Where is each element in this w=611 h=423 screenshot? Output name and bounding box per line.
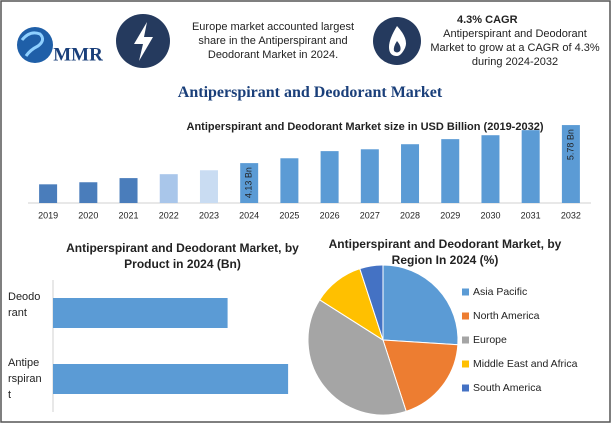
bar bbox=[53, 364, 289, 394]
bar bbox=[481, 135, 500, 203]
bar bbox=[119, 178, 138, 203]
x-tick-label: 2027 bbox=[360, 210, 380, 220]
y-tick-label: Antiperspirant bbox=[8, 357, 42, 401]
x-tick-label: 2020 bbox=[78, 210, 98, 220]
bar bbox=[320, 151, 339, 203]
x-tick-label: 2026 bbox=[320, 210, 340, 220]
x-tick-label: 2019 bbox=[38, 210, 58, 220]
x-tick-label: 2029 bbox=[440, 210, 460, 220]
bar bbox=[561, 125, 580, 203]
legend-label: South America bbox=[473, 382, 541, 394]
legend-label: Middle East and Africa bbox=[473, 358, 578, 370]
chart-title: Antiperspirant and Deodorant Market size… bbox=[186, 121, 544, 133]
pie-slice bbox=[307, 299, 407, 416]
legend-marker bbox=[462, 288, 469, 296]
note-heading: 4.3% CAGR bbox=[457, 14, 518, 26]
legend-marker bbox=[462, 312, 469, 320]
bar bbox=[401, 144, 420, 203]
legend-marker bbox=[462, 360, 469, 368]
legend-marker bbox=[462, 384, 469, 392]
x-tick-label: 2031 bbox=[521, 210, 541, 220]
x-tick-label: 2022 bbox=[159, 210, 179, 220]
logo bbox=[17, 27, 53, 63]
bar bbox=[79, 182, 98, 203]
x-tick-label: 2030 bbox=[480, 210, 500, 220]
note-text: Antiperspirant and Deodorant Market to g… bbox=[430, 28, 600, 68]
x-tick-label: 2021 bbox=[119, 210, 139, 220]
logo-text: MMR bbox=[53, 44, 103, 65]
bar bbox=[521, 130, 540, 203]
bar bbox=[159, 174, 178, 203]
page-title: Antiperspirant and Deodorant Market bbox=[177, 84, 443, 101]
flame-icon bbox=[373, 17, 421, 65]
note-text: Europe market accounted largest share in… bbox=[191, 21, 355, 61]
pie-slice bbox=[382, 264, 459, 346]
legend-label: North America bbox=[473, 310, 540, 322]
x-tick-label: 2024 bbox=[239, 210, 259, 220]
x-tick-label: 2025 bbox=[279, 210, 299, 220]
x-tick-label: 2028 bbox=[400, 210, 420, 220]
value-label: 5.78 Bn bbox=[565, 129, 575, 160]
bolt-icon bbox=[116, 14, 170, 68]
bar bbox=[53, 298, 228, 328]
value-label: 4.13 Bn bbox=[244, 167, 254, 198]
bar bbox=[360, 149, 379, 203]
bar bbox=[240, 163, 259, 203]
chart-title: Antiperspirant and Deodorant Market, by … bbox=[328, 237, 562, 267]
y-tick-label: Deodorant bbox=[8, 291, 41, 319]
x-tick-label: 2023 bbox=[199, 210, 219, 220]
legend-label: Europe bbox=[473, 334, 507, 346]
bar bbox=[441, 139, 460, 203]
pie-slice bbox=[382, 339, 459, 412]
bar bbox=[39, 184, 58, 203]
bar bbox=[280, 158, 299, 203]
chart-title: Antiperspirant and Deodorant Market, by … bbox=[66, 241, 299, 271]
bar bbox=[199, 170, 218, 203]
legend-marker bbox=[462, 336, 469, 344]
note-block: 4.3% CAGR Antiperspirant and Deodorant M… bbox=[430, 13, 600, 69]
x-tick-label: 2032 bbox=[561, 210, 581, 220]
legend-label: Asia Pacific bbox=[473, 286, 527, 298]
pie-slice bbox=[359, 264, 384, 341]
